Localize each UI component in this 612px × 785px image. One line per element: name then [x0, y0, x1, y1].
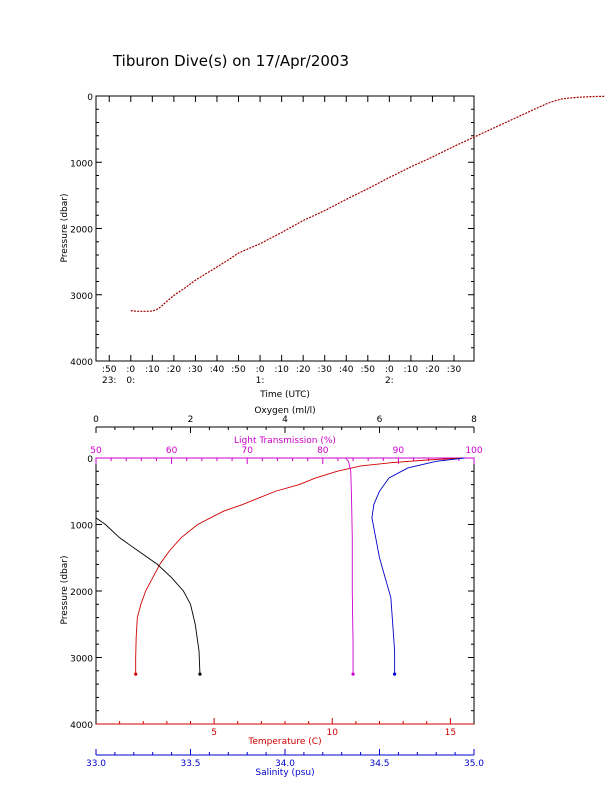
light-tick-label: 80 [317, 446, 329, 456]
salinity-tick-label: 33.5 [180, 759, 200, 769]
time-panel-frame [95, 95, 475, 362]
temperature-tick-label: 10 [327, 728, 339, 738]
light-tick-label: 70 [241, 446, 253, 456]
salinity-profile-line [371, 457, 465, 675]
light-transmission-axis: 50 60 70 80 90 100 [90, 446, 483, 464]
x-tick-minute-label: :0 [126, 365, 135, 375]
y-tick-label: 1000 [70, 159, 93, 169]
x-tick-minute-label: :10 [404, 365, 419, 375]
time-panel-x-axis: :50 :0 :10 :20 :30 :40 :50 :0 :10 :20 :30 :40 :50 :0:… [102, 96, 462, 386]
oxygen-axis-label: Oxygen (ml/l) [254, 406, 315, 416]
x-tick-minute-label: :50 [102, 365, 117, 375]
pressure-track-line [130, 95, 605, 312]
x-tick-minute-label: :50 [361, 365, 376, 375]
temperature-profile-line [135, 457, 463, 675]
salinity-axis: 33.0 33.5 34.0 34.5 35.0 [86, 749, 484, 769]
y-tick-label: 2000 [70, 226, 93, 236]
salinity-tick-label: 35.0 [464, 759, 484, 769]
x-tick-minute-label: :20 [167, 365, 182, 375]
x-tick-minute-label: :50 [231, 365, 246, 375]
temperature-axis: 5 10 15 [96, 718, 474, 738]
salinity-end-marker [393, 672, 397, 676]
time-panel-x-label: Time (UTC) [259, 390, 310, 400]
x-tick-minute-label: :40 [210, 365, 225, 375]
light-tick-label: 60 [166, 446, 178, 456]
temperature-tick-label: 15 [445, 728, 456, 738]
x-tick-minute-label: :30 [447, 365, 462, 375]
y-tick-label: 1000 [70, 522, 93, 532]
light-tick-label: 100 [465, 446, 482, 456]
light-tick-label: 90 [393, 446, 405, 456]
x-tick-hour-label: 1: [256, 376, 265, 386]
oxygen-tick-label: 6 [377, 415, 383, 425]
profile-panel-plot [95, 457, 465, 676]
light-transmission-profile-line [345, 457, 354, 675]
light-end-marker [351, 672, 355, 676]
salinity-tick-label: 34.0 [275, 759, 295, 769]
x-tick-minute-label: :20 [296, 365, 311, 375]
profile-panel-frame [95, 457, 475, 725]
x-tick-minute-label: :10 [145, 365, 160, 375]
x-tick-hour-label: 2: [385, 376, 394, 386]
light-tick-label: 50 [90, 446, 102, 456]
y-tick-label: 2000 [70, 588, 93, 598]
temperature-axis-label: Temperature (C) [247, 737, 321, 747]
profile-panel-y-axis: 0 1000 2000 3000 4000 [70, 455, 474, 731]
x-tick-minute-label: :30 [188, 365, 203, 375]
x-tick-hour-label: 23: [102, 376, 116, 386]
oxygen-tick-label: 0 [93, 415, 99, 425]
y-tick-label: 0 [87, 93, 93, 103]
oxygen-tick-label: 2 [188, 415, 194, 425]
time-panel-y-label: Pressure (dbar) [60, 194, 70, 263]
oxygen-axis: 0 2 4 6 8 [93, 415, 477, 433]
salinity-axis-label: Salinity (psu) [255, 768, 314, 778]
y-tick-label: 3000 [70, 292, 93, 302]
x-tick-minute-label: :30 [317, 365, 332, 375]
profile-panel-y-label: Pressure (dbar) [60, 556, 70, 625]
x-tick-minute-label: :10 [274, 365, 289, 375]
y-tick-label: 0 [87, 455, 93, 465]
y-tick-label: 4000 [70, 721, 93, 731]
time-panel-y-axis: 0 1000 2000 3000 4000 [70, 93, 474, 368]
x-tick-hour-label: 0: [126, 376, 135, 386]
salinity-tick-label: 33.0 [86, 759, 106, 769]
time-panel-plot [130, 95, 605, 312]
x-tick-minute-label: :20 [425, 365, 440, 375]
y-tick-label: 3000 [70, 655, 93, 665]
oxygen-tick-label: 8 [471, 415, 477, 425]
x-tick-minute-label: :40 [339, 365, 354, 375]
y-tick-label: 4000 [70, 358, 93, 368]
temperature-tick-label: 5 [211, 728, 217, 738]
oxygen-profile-line [95, 517, 201, 675]
oxygen-end-marker [198, 672, 202, 676]
x-tick-minute-label: :0 [256, 365, 265, 375]
figure-title: Tiburon Dive(s) on 17/Apr/2003 [112, 52, 349, 70]
light-axis-label: Light Transmission (%) [234, 436, 336, 446]
x-tick-minute-label: :0 [385, 365, 394, 375]
oxygen-tick-label: 4 [282, 415, 288, 425]
temperature-end-marker [134, 672, 138, 676]
salinity-tick-label: 34.5 [369, 759, 389, 769]
